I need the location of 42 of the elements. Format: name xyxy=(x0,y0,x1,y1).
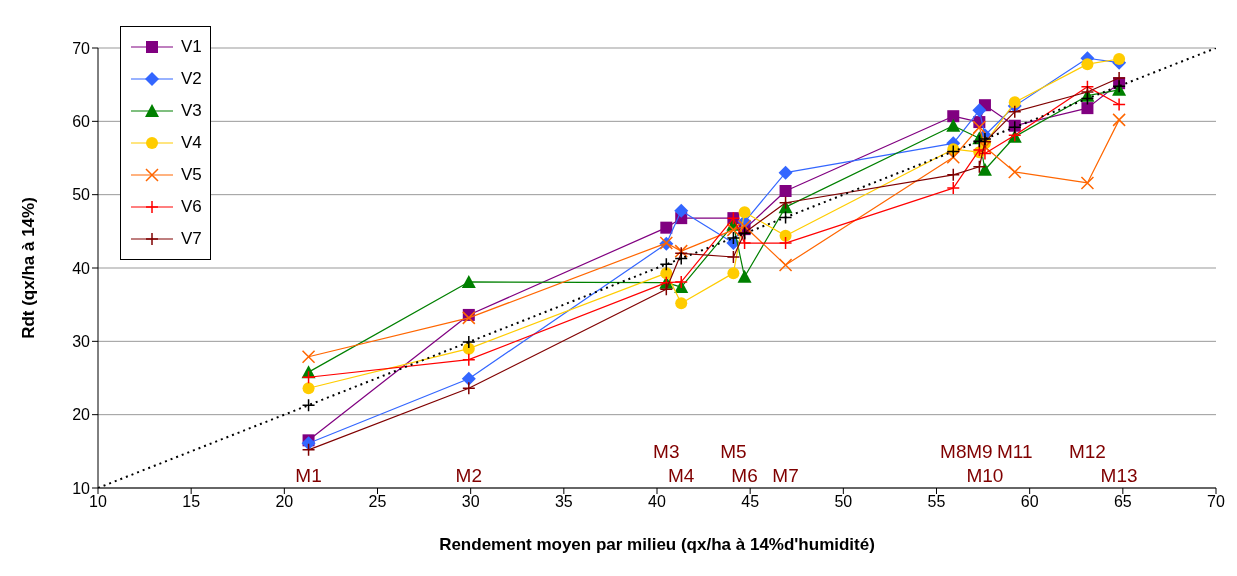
legend-label: V2 xyxy=(181,69,202,89)
y-tick-label: 30 xyxy=(72,333,91,351)
annotation: M13 xyxy=(1100,465,1138,486)
annotation: M2 xyxy=(455,465,483,486)
legend-label: V3 xyxy=(181,101,202,121)
legend-label: V5 xyxy=(181,165,202,185)
x-tick-label: 35 xyxy=(554,493,573,511)
legend-label: V6 xyxy=(181,197,202,217)
y-axis-title: Rdt (qx/ha à 14%) xyxy=(19,197,39,339)
y-tick-label: 70 xyxy=(72,39,91,57)
annotation: M5 xyxy=(720,441,747,462)
annotation: M6 xyxy=(731,465,758,486)
x-axis-title: Rendement moyen par milieu (qx/ha à 14%d'humidité) xyxy=(439,535,875,554)
annotation: M1 xyxy=(295,465,322,486)
x-tick-label: 65 xyxy=(1113,493,1132,511)
x-tick-label: 25 xyxy=(368,493,387,511)
y-tick-label: 20 xyxy=(72,406,91,424)
x-tick-label: 50 xyxy=(834,493,853,511)
x-tick-label: 10 xyxy=(89,493,107,511)
annotation: M8 xyxy=(940,441,967,462)
annotation: M10 xyxy=(966,465,1004,486)
annotation: M4 xyxy=(668,465,695,486)
annotation: M9 xyxy=(966,441,993,462)
x-tick-label: 70 xyxy=(1207,493,1225,511)
y-tick-label: 10 xyxy=(72,479,91,497)
x-tick-label: 60 xyxy=(1020,493,1039,511)
legend-label: V4 xyxy=(181,133,202,153)
annotation: M12 xyxy=(1068,441,1106,462)
x-tick-label: 15 xyxy=(182,493,201,511)
x-tick-label: 20 xyxy=(275,493,294,511)
x-tick-label: 30 xyxy=(461,493,480,511)
x-tick-label: 55 xyxy=(927,493,946,511)
annotation: M11 xyxy=(996,441,1033,462)
y-tick-label: 40 xyxy=(72,259,91,277)
y-tick-label: 60 xyxy=(72,113,91,131)
annotation: M3 xyxy=(653,441,680,462)
x-tick-label: 40 xyxy=(648,493,666,511)
y-tick-label: 50 xyxy=(72,186,91,204)
legend-label: V7 xyxy=(181,229,202,249)
x-tick-label: 45 xyxy=(741,493,760,511)
annotation: M7 xyxy=(772,465,799,486)
legend-label: V1 xyxy=(181,37,202,57)
